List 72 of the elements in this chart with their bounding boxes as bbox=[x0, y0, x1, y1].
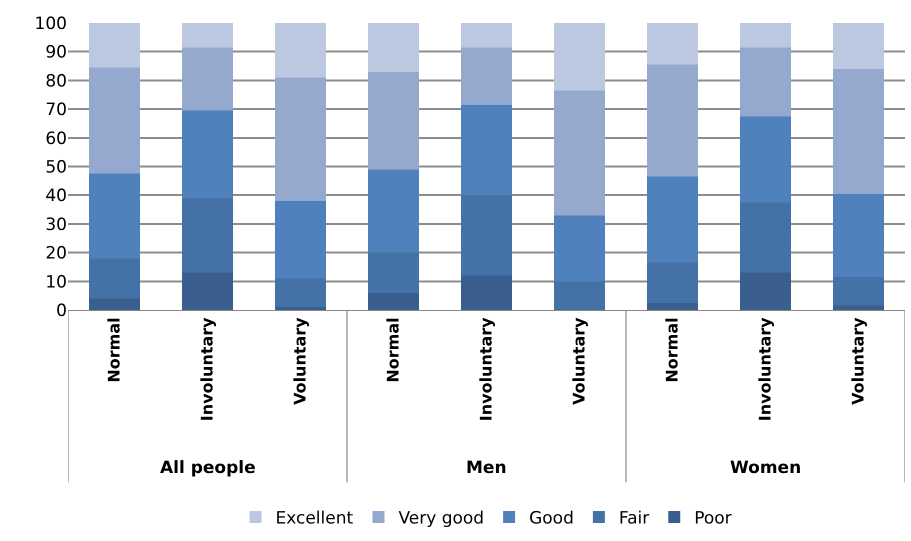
bar bbox=[274, 78, 326, 201]
bar bbox=[460, 276, 512, 310]
bar bbox=[740, 116, 792, 202]
x-tick-label: Involuntary bbox=[756, 316, 775, 422]
bar bbox=[554, 90, 606, 216]
y-tick-label: 0 bbox=[56, 300, 67, 321]
y-tick-label: 50 bbox=[45, 157, 67, 178]
x-tick-label: Voluntary bbox=[290, 316, 310, 405]
y-tick-label: 70 bbox=[45, 100, 67, 120]
bar bbox=[274, 200, 326, 278]
bar bbox=[740, 47, 792, 116]
bar bbox=[832, 68, 884, 194]
legend-label: Poor bbox=[694, 508, 732, 529]
x-tick-label: Normal bbox=[104, 317, 124, 383]
bar bbox=[88, 258, 140, 299]
bar bbox=[460, 104, 512, 196]
bar bbox=[460, 23, 512, 48]
bar bbox=[182, 272, 234, 310]
bar bbox=[274, 307, 326, 310]
bar bbox=[182, 23, 234, 48]
bar bbox=[88, 23, 140, 68]
x-tick-label: Voluntary bbox=[848, 316, 868, 405]
x-tick-label: Involuntary bbox=[198, 316, 217, 422]
bar bbox=[182, 198, 234, 273]
legend-label: Good bbox=[529, 508, 574, 529]
bar bbox=[740, 202, 792, 273]
y-tick-label: 10 bbox=[45, 272, 67, 292]
legend-label: Very good bbox=[398, 508, 484, 529]
y-tick-label: 100 bbox=[34, 14, 67, 34]
bar bbox=[740, 23, 792, 48]
bar bbox=[182, 47, 234, 111]
legend-label: Excellent bbox=[276, 508, 354, 529]
bar bbox=[88, 298, 140, 310]
bar bbox=[274, 278, 326, 308]
y-tick-label: 30 bbox=[45, 214, 67, 235]
x-tick-label: Normal bbox=[662, 317, 682, 383]
text: Women bbox=[730, 458, 802, 478]
bar bbox=[832, 277, 884, 306]
bar bbox=[88, 67, 140, 174]
bar bbox=[368, 23, 420, 72]
y-tick-label: 60 bbox=[45, 128, 67, 149]
bar bbox=[368, 292, 420, 310]
bar bbox=[460, 195, 512, 276]
y-tick-label: 40 bbox=[45, 186, 67, 206]
bar bbox=[646, 23, 698, 65]
bar bbox=[554, 23, 606, 90]
bar bbox=[460, 47, 512, 105]
y-tick-label: 20 bbox=[45, 244, 67, 264]
bar bbox=[182, 110, 234, 198]
x-tick-label: Voluntary bbox=[570, 316, 589, 405]
bar bbox=[646, 176, 698, 263]
text: Men bbox=[466, 458, 507, 478]
bar bbox=[368, 169, 420, 253]
bar bbox=[554, 281, 606, 310]
bar bbox=[832, 23, 884, 69]
bar bbox=[274, 23, 326, 78]
legend-label: Fair bbox=[618, 508, 650, 529]
text: All people bbox=[160, 458, 256, 478]
x-tick-label: Normal bbox=[384, 317, 403, 383]
bar bbox=[646, 262, 698, 303]
bar bbox=[832, 194, 884, 277]
bar bbox=[368, 72, 420, 170]
bar bbox=[88, 174, 140, 258]
bar bbox=[740, 272, 792, 310]
bar bbox=[832, 306, 884, 310]
bar bbox=[368, 252, 420, 293]
bar bbox=[554, 215, 606, 282]
y-tick-label: 90 bbox=[45, 42, 67, 63]
y-tick-label: 80 bbox=[45, 71, 67, 92]
bar bbox=[646, 302, 698, 310]
x-tick-label: Involuntary bbox=[476, 316, 496, 422]
bar bbox=[646, 64, 698, 177]
